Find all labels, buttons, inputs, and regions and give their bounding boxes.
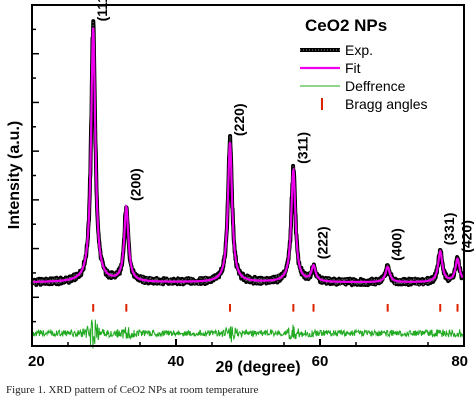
peak-label-1: (200) (127, 168, 143, 201)
y-axis-label: Intensity (a.u.) (6, 121, 23, 229)
peak-label-6: (331) (441, 213, 457, 246)
x-tick-label-0: 20 (28, 353, 45, 370)
peak-label-5: (400) (389, 228, 405, 261)
legend-label-3: Bragg angles (345, 96, 428, 112)
peak-label-0: (111) (94, 0, 110, 21)
series-fit (32, 27, 464, 283)
peak-labels: (111) (200) (220) (311) (222) (400) (331) (420) (94, 0, 474, 261)
x-tick-label-1: 40 (168, 353, 185, 370)
legend: Exp. Fit Deffrence Bragg angles (300, 42, 428, 112)
figure-caption: Figure 1. XRD pattern of CeO2 NPs at roo… (6, 384, 259, 396)
axis-layer: 20 40 60 80 (28, 28, 468, 370)
legend-label-1: Fit (345, 60, 361, 76)
x-tick-label-3: 80 (451, 353, 468, 370)
x-tick-label-2: 60 (312, 353, 329, 370)
xrd-chart: 20 40 60 80 CeO2 NPs Exp. Fit Deffrence Bragg … (6, 0, 474, 376)
legend-label-2: Deffrence (345, 78, 406, 94)
peak-label-7: (420) (459, 220, 474, 253)
series-layer (30, 19, 465, 349)
x-axis-label: 2θ (degree) (215, 359, 300, 376)
peak-label-4: (222) (315, 227, 331, 260)
peak-label-2: (220) (231, 103, 247, 136)
legend-label-0: Exp. (345, 42, 373, 58)
peak-label-3: (311) (294, 132, 310, 164)
series-difference (32, 319, 464, 349)
chart-title: CeO2 NPs (305, 16, 387, 35)
